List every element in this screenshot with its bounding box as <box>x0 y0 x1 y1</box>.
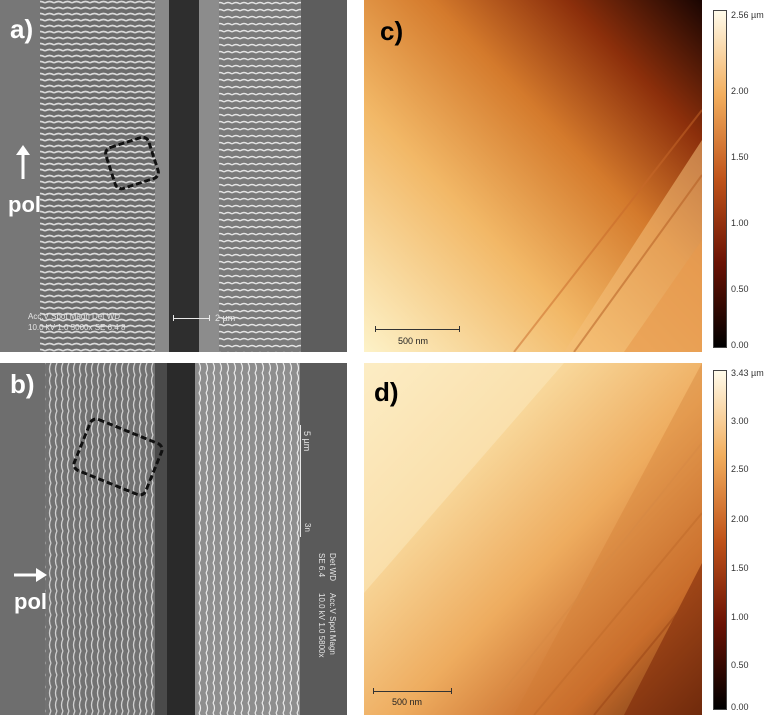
scale-bar-tick-right-a <box>209 315 210 321</box>
colorbar-tick-label-d: 1.50 <box>731 563 749 573</box>
scale-bar-a <box>173 318 209 319</box>
sem-info-line3-b: Det WD <box>328 553 337 581</box>
sem-info-line1-a: Acc.V Spot Magn Det WD <box>28 312 121 321</box>
colorbar-tick-label-d: 0.00 <box>731 702 749 712</box>
afm-scale-label-d: 500 nm <box>392 697 423 707</box>
afm-scale-bar-d <box>373 691 451 692</box>
afm-scale-tick-right-c <box>459 326 460 332</box>
colorbar-max-label-c: 2.56 µm <box>731 10 764 20</box>
sem-info-line4-b: SE 6.4 <box>317 553 326 578</box>
colorbar-c <box>713 10 727 348</box>
colorbar-tick-label-d: 3.00 <box>731 416 749 426</box>
afm-image-c: c) 500 nm <box>364 0 702 352</box>
polarization-label-b: pol <box>14 589 47 614</box>
colorbar-tick-label-d: 1.00 <box>731 612 749 622</box>
sem-image-b: b) pol 5 µm 3n Acc.V Spot Magn 10.0 kV 1… <box>0 363 347 715</box>
afm-height-map-d <box>364 363 702 715</box>
scale-bar-b <box>300 425 301 537</box>
colorbar-tick-label-d: 2.50 <box>731 464 749 474</box>
scale-bar-tick-left-a <box>173 315 174 321</box>
afm-height-map-c <box>364 0 702 352</box>
colorbar-tick-label-c: 0.00 <box>731 340 749 350</box>
panel-label-a: a) <box>10 14 34 44</box>
scale-bar-label-b: 5 µm <box>302 431 312 452</box>
afm-scale-label-c: 500 nm <box>398 336 429 346</box>
colorbar-tick-label-c: 1.50 <box>731 152 749 162</box>
sem-texture-a <box>0 0 347 352</box>
sem-info-line2-b: 10.0 kV 1.0 5800x <box>317 593 326 658</box>
colorbar-max-label-d: 3.43 µm <box>731 368 764 378</box>
sem-texture-b <box>0 363 347 715</box>
afm-scale-tick-right-d <box>451 688 452 694</box>
sem-info-line1-b: Acc.V Spot Magn <box>328 593 337 655</box>
afm-scale-tick-left-c <box>375 326 376 332</box>
afm-scale-tick-left-d <box>373 688 374 694</box>
sem-image-a: a) pol Acc.V Spot Magn Det WD 10.0 kV 1.… <box>0 0 347 352</box>
colorbar-tick-label-d: 0.50 <box>731 660 749 670</box>
colorbar-tick-label-c: 2.00 <box>731 86 749 96</box>
polarization-arrow-up-icon <box>16 145 30 179</box>
scale-bar-label-a: 2 µm <box>215 313 236 323</box>
scale-bar-unit-b: 3n <box>303 523 312 532</box>
colorbar-tick-label-c: 1.00 <box>731 218 749 228</box>
sem-info-line2-a: 10.0 kV 1.0 5000x SE 6.4 8 <box>28 323 126 332</box>
polarization-arrow-right-icon <box>14 568 47 582</box>
panel-label-d: d) <box>374 377 399 407</box>
polarization-label-a: pol <box>8 192 41 217</box>
panel-label-b: b) <box>10 369 35 399</box>
afm-image-d: d) 500 nm <box>364 363 702 715</box>
afm-scale-bar-c <box>375 329 459 330</box>
colorbar-tick-label-c: 0.50 <box>731 284 749 294</box>
panel-label-c: c) <box>380 16 404 46</box>
colorbar-d <box>713 370 727 710</box>
colorbar-tick-label-d: 2.00 <box>731 514 749 524</box>
